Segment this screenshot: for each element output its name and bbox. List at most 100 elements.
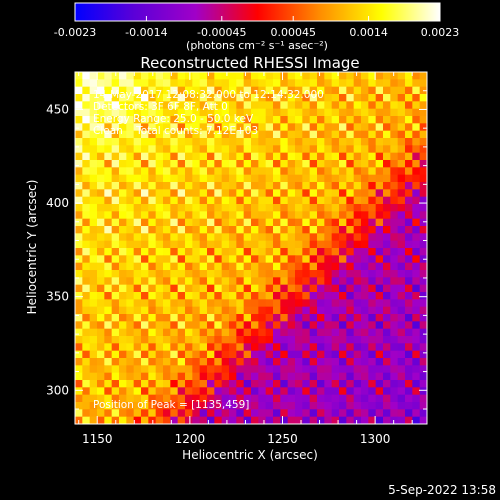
heatmap-cell — [207, 196, 215, 205]
heatmap-cell — [419, 145, 427, 154]
heatmap-cell — [302, 86, 311, 95]
heatmap-cell — [119, 233, 127, 242]
heatmap-cell — [199, 211, 208, 220]
heatmap-cell — [405, 314, 413, 322]
heatmap-cell — [89, 233, 98, 242]
heatmap-cell — [89, 101, 98, 110]
heatmap-cell — [75, 123, 83, 132]
colorbar-unit-label: (photons cm⁻² s⁻¹ asec⁻²) — [186, 39, 328, 52]
heatmap-cell — [170, 101, 179, 110]
heatmap-cell — [155, 262, 164, 271]
heatmap-cell — [185, 218, 193, 227]
heatmap-cell — [199, 284, 208, 293]
heatmap-cell — [353, 277, 362, 286]
heatmap-cell — [148, 306, 157, 315]
heatmap-cell — [97, 86, 105, 95]
heatmap-cell — [405, 167, 413, 176]
heatmap-cell — [221, 336, 230, 344]
heatmap-cell — [199, 160, 208, 168]
heatmap-cell — [82, 248, 91, 256]
heatmap-cell — [346, 79, 355, 88]
heatmap-cell — [236, 299, 245, 308]
heatmap-cell — [361, 79, 369, 88]
heatmap-cell — [383, 402, 391, 410]
heatmap-cell — [405, 79, 413, 88]
heatmap-cell — [324, 130, 333, 139]
heatmap-cell — [375, 196, 384, 205]
heatmap-cell — [361, 380, 369, 388]
heatmap-cell — [258, 270, 267, 278]
heatmap-cell — [148, 380, 157, 388]
heatmap-cell — [295, 409, 303, 418]
heatmap-cell — [155, 152, 164, 161]
heatmap-cell — [119, 94, 127, 102]
heatmap-cell — [361, 402, 369, 410]
heatmap-cell — [309, 387, 318, 396]
annotation-clean: Clean Total counts: 7.12E+03 — [93, 125, 258, 137]
heatmap-cell — [419, 409, 427, 418]
heatmap-cell — [419, 321, 427, 330]
heatmap-cell — [133, 182, 142, 190]
heatmap-cell — [148, 226, 157, 234]
heatmap-cell — [317, 299, 325, 308]
heatmap-cell — [89, 380, 98, 388]
heatmap-cell — [324, 204, 333, 212]
heatmap-cell — [89, 262, 98, 271]
heatmap-cell — [199, 387, 208, 396]
heatmap-cell — [75, 226, 83, 234]
heatmap-cell — [192, 409, 201, 418]
heatmap-cell — [148, 365, 157, 374]
heatmap-cell — [353, 94, 362, 102]
heatmap-cell — [104, 79, 113, 88]
heatmap-cell — [199, 380, 208, 388]
heatmap-cell — [273, 116, 281, 124]
heatmap-cell — [390, 306, 399, 315]
heatmap-cell — [236, 204, 245, 212]
heatmap-cell — [405, 182, 413, 190]
heatmap-cell — [361, 160, 369, 168]
heatmap-cell — [119, 306, 127, 315]
heatmap-cell — [265, 255, 274, 264]
heatmap-cell — [405, 211, 413, 220]
heatmap-cell — [214, 79, 223, 88]
heatmap-cell — [309, 372, 318, 381]
heatmap-cell — [199, 255, 208, 264]
heatmap-cell — [163, 101, 171, 110]
heatmap-cell — [229, 130, 237, 139]
heatmap-cell — [75, 292, 83, 300]
heatmap-cell — [141, 402, 149, 410]
heatmap-cell — [177, 284, 186, 293]
heatmap-cell — [243, 152, 252, 161]
heatmap-cell — [82, 189, 91, 198]
heatmap-cell — [133, 226, 142, 234]
heatmap-cell — [375, 101, 384, 110]
heatmap-cell — [155, 233, 164, 242]
heatmap-cell — [243, 270, 252, 278]
heatmap-cell — [229, 358, 237, 366]
heatmap-cell — [192, 365, 201, 374]
heatmap-cell — [331, 343, 340, 352]
heatmap-cell — [177, 160, 186, 168]
heatmap-cell — [243, 233, 252, 242]
heatmap-cell — [214, 138, 223, 146]
heatmap-cell — [346, 292, 355, 300]
heatmap-cell — [126, 328, 135, 337]
heatmap-cell — [251, 211, 259, 220]
heatmap-cell — [126, 365, 135, 374]
heatmap-cell — [258, 218, 267, 227]
heatmap-cell — [390, 255, 399, 264]
heatmap-cell — [111, 255, 120, 264]
heatmap-cell — [339, 328, 347, 337]
heatmap-cell — [383, 94, 391, 102]
heatmap-cell — [265, 262, 274, 271]
heatmap-cell — [324, 328, 333, 337]
heatmap-cell — [251, 365, 259, 374]
heatmap-cell — [287, 182, 296, 190]
heatmap-cell — [419, 189, 427, 198]
heatmap-cell — [177, 277, 186, 286]
heatmap-cell — [390, 343, 399, 352]
heatmap-cell — [405, 358, 413, 366]
heatmap-cell — [419, 336, 427, 344]
heatmap-cell — [126, 409, 135, 418]
heatmap-cell — [236, 226, 245, 234]
